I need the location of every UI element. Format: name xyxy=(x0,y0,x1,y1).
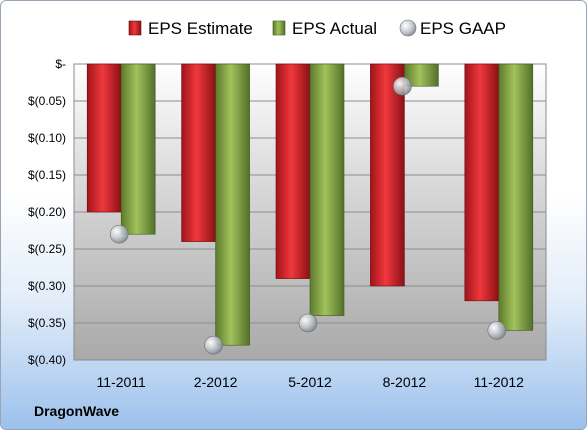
eps-estimate-bar xyxy=(86,63,122,213)
plot-area: $- $(0.05) $(0.10) $(0.15) $(0.20) $(0.25) $(0… xyxy=(28,57,547,390)
y-tick-label: $(0.15) xyxy=(28,168,66,182)
y-tick-label: $(0.40) xyxy=(28,353,66,367)
company-name: DragonWave xyxy=(34,403,120,419)
eps-gaap-marker xyxy=(204,335,223,355)
x-tick-label: 8-2012 xyxy=(383,374,427,390)
legend-swatch xyxy=(272,20,286,36)
y-tick-label: $(0.35) xyxy=(28,316,66,330)
legend-label: EPS GAAP xyxy=(420,19,506,38)
eps-gaap-marker xyxy=(109,224,129,244)
eps-estimate-bar xyxy=(464,63,500,302)
eps-actual-bar xyxy=(215,63,250,346)
y-tick-label: $(0.20) xyxy=(28,205,66,219)
legend-label: EPS Estimate xyxy=(148,19,253,38)
eps-actual-bar xyxy=(498,63,534,331)
eps-gaap-marker xyxy=(393,76,412,96)
eps-gaap-marker xyxy=(298,313,318,333)
legend: EPS Estimate EPS Actual EPS GAAP xyxy=(128,19,506,38)
eps-estimate-bar xyxy=(275,63,311,279)
legend-label: EPS Actual xyxy=(292,19,377,38)
eps-actual-bar xyxy=(404,63,439,87)
y-tick-label: $(0.05) xyxy=(28,94,66,108)
x-tick-label: 11-2011 xyxy=(97,374,147,390)
eps-estimate-bar xyxy=(181,63,216,242)
x-tick-label: 11-2012 xyxy=(474,374,525,390)
legend-swatch xyxy=(399,19,417,37)
y-tick-label: $(0.25) xyxy=(28,242,66,256)
x-tick-label: 5-2012 xyxy=(288,374,332,390)
legend-swatch xyxy=(128,20,142,36)
eps-actual-bar xyxy=(120,63,156,235)
y-tick-label: $(0.30) xyxy=(28,279,66,293)
y-tick-label: $(0.10) xyxy=(28,131,66,145)
eps-estimate-bar xyxy=(370,63,405,287)
x-tick-label: 2-2012 xyxy=(194,374,238,390)
y-tick-label: $- xyxy=(55,57,66,71)
eps-actual-bar xyxy=(309,63,345,316)
eps-gaap-marker xyxy=(487,321,507,340)
